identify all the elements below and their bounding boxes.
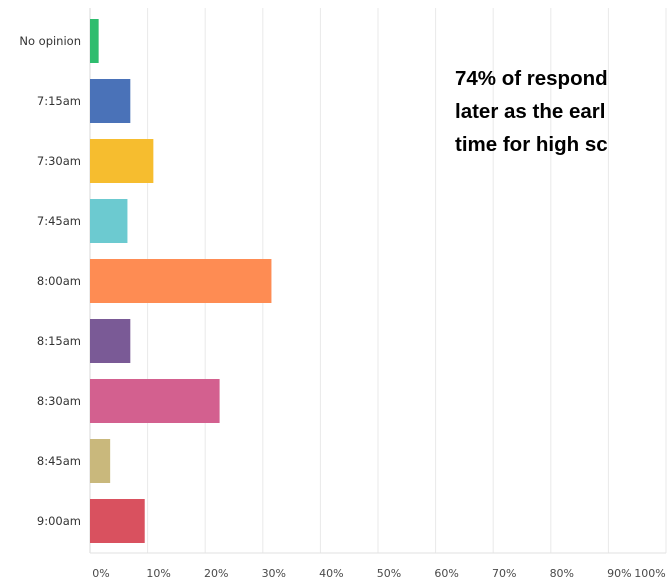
bar <box>90 319 131 363</box>
bar <box>90 19 99 63</box>
category-label: 8:30am <box>37 394 81 408</box>
annotation-line-1: 74% of respond <box>455 67 608 90</box>
bar <box>90 199 128 243</box>
category-label: 7:30am <box>37 154 81 168</box>
x-tick-label: 90% <box>607 567 631 579</box>
x-tick-label: 10% <box>146 567 170 579</box>
category-label: 7:45am <box>37 214 81 228</box>
category-label: 7:15am <box>37 94 81 108</box>
bar <box>90 259 272 303</box>
annotation-line-3: time for high sc <box>455 133 608 156</box>
bar <box>90 379 220 423</box>
x-tick-label: 0% <box>92 567 109 579</box>
x-axis-tick-labels: 0% 10% 20% 30% 40% 50% 60% 70% 80% 90% 100% <box>92 567 665 579</box>
category-labels: No opinion 7:15am 7:30am 7:45am 8:00am 8:15am… <box>19 34 81 528</box>
category-label: No opinion <box>19 34 81 48</box>
bars <box>90 19 272 543</box>
x-tick-label: 100% <box>634 567 665 579</box>
category-label: 8:00am <box>37 274 81 288</box>
x-tick-label: 80% <box>550 567 574 579</box>
bar <box>90 79 131 123</box>
annotation-line-2: later as the earl <box>455 100 606 123</box>
x-tick-label: 70% <box>492 567 516 579</box>
bar <box>90 499 145 543</box>
x-tick-label: 60% <box>434 567 458 579</box>
x-tick-label: 50% <box>377 567 401 579</box>
category-label: 8:15am <box>37 334 81 348</box>
bar <box>90 139 154 183</box>
x-tick-label: 30% <box>262 567 286 579</box>
bar <box>90 439 111 483</box>
category-label: 9:00am <box>37 514 81 528</box>
x-tick-label: 40% <box>319 567 343 579</box>
category-label: 8:45am <box>37 454 81 468</box>
chart-annotation: 74% of respond later as the earl time fo… <box>455 62 667 161</box>
x-tick-label: 20% <box>204 567 228 579</box>
